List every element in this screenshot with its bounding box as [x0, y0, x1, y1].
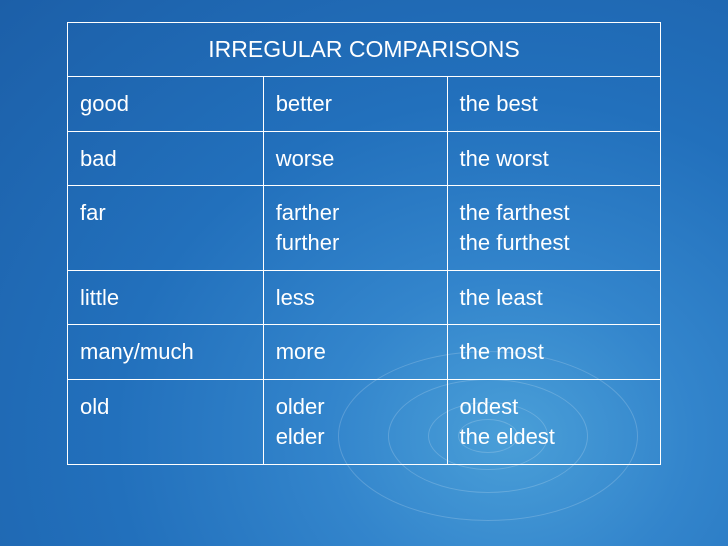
comparison-table: IRREGULAR COMPARISONS good better the be…	[67, 22, 661, 465]
cell-superlative: the farthestthe furthest	[447, 186, 660, 270]
cell-positive: old	[68, 380, 264, 464]
table-row: far fartherfurther the farthestthe furth…	[68, 186, 661, 270]
cell-positive: little	[68, 270, 264, 325]
cell-comparative: worse	[263, 131, 447, 186]
cell-superlative: oldestthe eldest	[447, 380, 660, 464]
cell-positive: many/much	[68, 325, 264, 380]
cell-comparative: olderelder	[263, 380, 447, 464]
cell-comparative: more	[263, 325, 447, 380]
table-row: old olderelder oldestthe eldest	[68, 380, 661, 464]
cell-positive: good	[68, 77, 264, 132]
cell-superlative: the least	[447, 270, 660, 325]
comparison-table-container: IRREGULAR COMPARISONS good better the be…	[67, 22, 661, 465]
table-title-row: IRREGULAR COMPARISONS	[68, 23, 661, 77]
cell-positive: bad	[68, 131, 264, 186]
table-row: little less the least	[68, 270, 661, 325]
cell-positive: far	[68, 186, 264, 270]
cell-superlative: the worst	[447, 131, 660, 186]
table-title: IRREGULAR COMPARISONS	[68, 23, 661, 77]
cell-comparative: less	[263, 270, 447, 325]
cell-comparative: better	[263, 77, 447, 132]
table-row: many/much more the most	[68, 325, 661, 380]
table-row: bad worse the worst	[68, 131, 661, 186]
cell-superlative: the best	[447, 77, 660, 132]
cell-superlative: the most	[447, 325, 660, 380]
cell-comparative: fartherfurther	[263, 186, 447, 270]
table-row: good better the best	[68, 77, 661, 132]
